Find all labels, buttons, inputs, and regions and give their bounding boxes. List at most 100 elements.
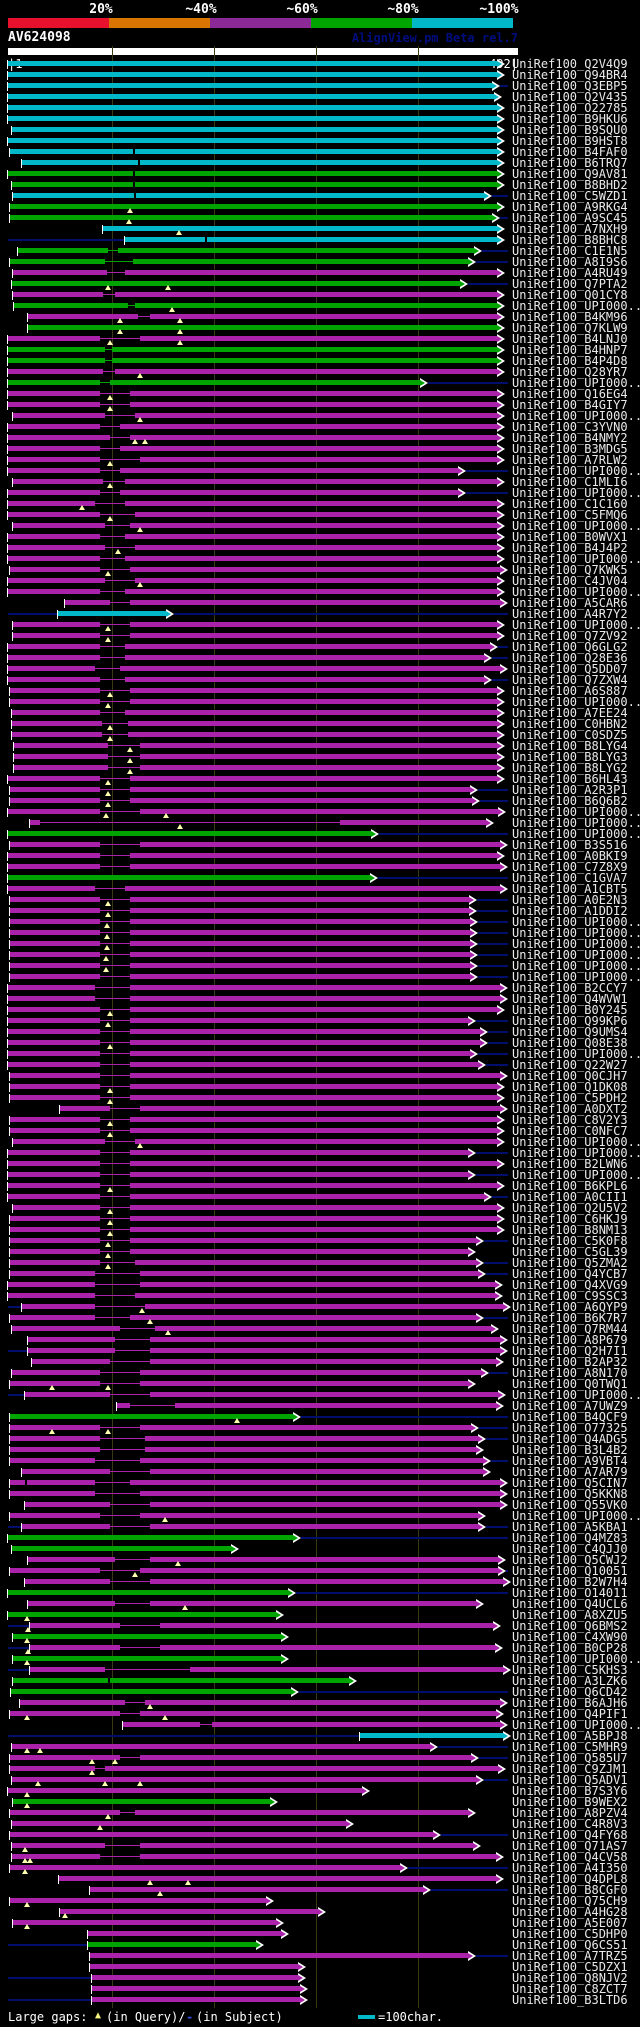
hit-bar[interactable] — [125, 237, 497, 242]
hit-bar-segment[interactable] — [125, 886, 500, 891]
hit-bar-segment[interactable] — [130, 776, 497, 781]
hit-bar[interactable] — [8, 1590, 288, 1595]
hit-bar-segment[interactable] — [160, 1645, 495, 1650]
hit-bar-segment[interactable] — [130, 1117, 497, 1122]
hit-bar-segment[interactable] — [140, 842, 500, 847]
hit-bar[interactable] — [8, 831, 371, 836]
hit-bar-segment[interactable] — [130, 1238, 476, 1243]
hit-bar-segment[interactable] — [130, 1062, 478, 1067]
hit-bar-segment[interactable] — [130, 633, 497, 638]
hit-bar-segment[interactable] — [8, 369, 103, 374]
hit-bar[interactable] — [90, 1964, 298, 1969]
hit-bar-segment[interactable] — [8, 1040, 100, 1045]
hit-bar-segment[interactable] — [10, 1458, 95, 1463]
hit-bar-segment[interactable] — [130, 919, 470, 924]
hit-bar-segment[interactable] — [8, 1172, 100, 1177]
hit-bar[interactable] — [8, 116, 497, 121]
hit-bar[interactable] — [12, 182, 497, 187]
hit-bar[interactable] — [92, 1975, 298, 1980]
hit-bar-segment[interactable] — [130, 1216, 497, 1221]
hit-bar[interactable] — [8, 875, 370, 880]
hit-bar-segment[interactable] — [10, 1766, 95, 1771]
hit-bar[interactable] — [10, 1898, 266, 1903]
hit-bar-segment[interactable] — [145, 1447, 476, 1452]
hit-bar[interactable] — [8, 1535, 293, 1540]
hit-bar-segment[interactable] — [8, 556, 100, 561]
hit-bar-segment[interactable] — [130, 1227, 497, 1232]
hit-bar-segment[interactable] — [8, 501, 95, 506]
hit-bar-segment[interactable] — [135, 413, 497, 418]
hit-bar-segment[interactable] — [130, 1040, 480, 1045]
hit-bar-segment[interactable] — [8, 424, 100, 429]
hit-bar-segment[interactable] — [12, 710, 100, 715]
hit-bar-segment[interactable] — [130, 622, 497, 627]
hit-bar-segment[interactable] — [10, 974, 100, 979]
hit-bar[interactable] — [13, 1656, 281, 1661]
hit-bar-segment[interactable] — [130, 699, 497, 704]
hit-bar-segment[interactable] — [8, 1183, 100, 1188]
hit-bar[interactable] — [8, 83, 492, 88]
hit-bar-segment[interactable] — [8, 358, 105, 363]
hit-bar[interactable] — [22, 160, 497, 165]
hit-bar-segment[interactable] — [212, 1722, 500, 1727]
hit-bar-segment[interactable] — [8, 655, 100, 660]
hit-bar-segment[interactable] — [30, 1667, 105, 1672]
hit-bar[interactable] — [60, 1909, 318, 1914]
hit-bar-segment[interactable] — [150, 1601, 476, 1606]
hit-bar[interactable] — [13, 1799, 270, 1804]
hit-bar-segment[interactable] — [8, 336, 100, 341]
hit-bar-segment[interactable] — [117, 1403, 130, 1408]
hit-bar-segment[interactable] — [12, 732, 102, 737]
hit-bar[interactable] — [103, 226, 497, 231]
hit-bar-segment[interactable] — [28, 1601, 115, 1606]
hit-bar-segment[interactable] — [10, 1480, 95, 1485]
hit-bar-segment[interactable] — [8, 578, 105, 583]
hit-bar-segment[interactable] — [130, 963, 470, 968]
hit-bar-segment[interactable] — [10, 688, 100, 693]
hit-bar-segment[interactable] — [12, 1843, 105, 1848]
hit-bar-segment[interactable] — [13, 1139, 105, 1144]
hit-bar[interactable] — [360, 1733, 503, 1738]
hit-bar-segment[interactable] — [12, 721, 102, 726]
hit-bar-segment[interactable] — [125, 270, 497, 275]
hit-bar-segment[interactable] — [8, 391, 100, 396]
hit-bar-segment[interactable] — [13, 523, 105, 528]
hit-bar-segment[interactable] — [10, 1073, 100, 1078]
hit-bar-segment[interactable] — [14, 743, 108, 748]
hit-bar-segment[interactable] — [10, 1513, 100, 1518]
hit-bar-segment[interactable] — [10, 1227, 100, 1232]
hit-bar-segment[interactable] — [123, 1722, 200, 1727]
hit-bar-segment[interactable] — [8, 809, 100, 814]
hit-bar-segment[interactable] — [125, 534, 497, 539]
hit-bar-segment[interactable] — [8, 435, 110, 440]
hit-bar-segment[interactable] — [135, 303, 497, 308]
hit-bar-segment[interactable] — [8, 1051, 100, 1056]
hit-bar-segment[interactable] — [130, 523, 497, 528]
hit-bar-segment[interactable] — [130, 798, 472, 803]
hit-bar-segment[interactable] — [118, 248, 474, 253]
hit-bar-segment[interactable] — [135, 1139, 497, 1144]
hit-bar-segment[interactable] — [8, 1062, 100, 1067]
hit-bar-segment[interactable] — [130, 1205, 497, 1210]
hit-bar-segment[interactable] — [28, 1557, 115, 1562]
hit-bar-segment[interactable] — [125, 677, 484, 682]
hit-bar[interactable] — [12, 1546, 231, 1551]
hit-bar[interactable] — [8, 105, 497, 110]
hit-bar[interactable] — [8, 94, 494, 99]
hit-bar[interactable] — [10, 1414, 293, 1419]
hit-bar-segment[interactable] — [8, 886, 95, 891]
hit-bar-segment[interactable] — [60, 1106, 110, 1111]
hit-bar-segment[interactable] — [10, 798, 100, 803]
hit-bar-segment[interactable] — [140, 1755, 471, 1760]
hit-bar-segment[interactable] — [130, 864, 500, 869]
hit-bar-segment[interactable] — [22, 1524, 110, 1529]
hit-bar-segment[interactable] — [130, 1150, 468, 1155]
hit-bar-segment[interactable] — [130, 1172, 468, 1177]
hit-bar-segment[interactable] — [135, 1260, 476, 1265]
hit-bar-segment[interactable] — [130, 930, 470, 935]
hit-bar-segment[interactable] — [14, 765, 108, 770]
hit-bar-segment[interactable] — [140, 1513, 478, 1518]
hit-bar-segment[interactable] — [140, 336, 497, 341]
hit-bar[interactable] — [12, 281, 460, 286]
hit-bar[interactable] — [10, 1832, 433, 1837]
